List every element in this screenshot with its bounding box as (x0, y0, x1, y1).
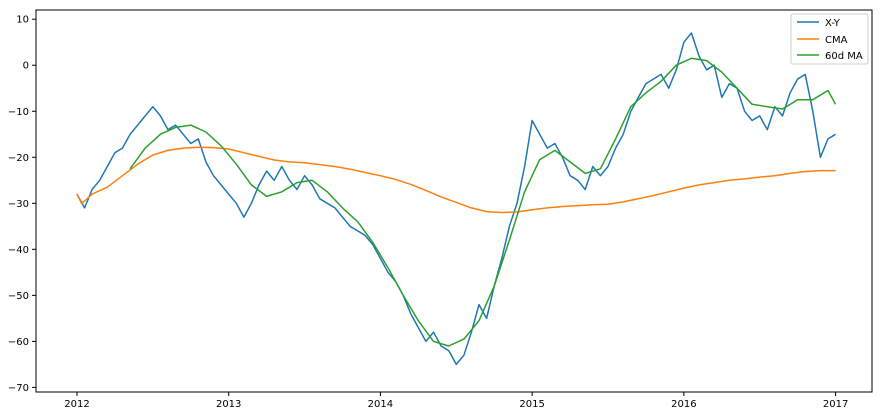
legend-box (790, 13, 869, 65)
y-tick-label: −10 (8, 107, 29, 118)
y-tick-label: −40 (8, 245, 29, 256)
x-tick-label: 2013 (216, 399, 241, 410)
x-tick-label: 2016 (671, 399, 696, 410)
y-tick-label: −30 (8, 199, 29, 210)
y-tick-label: 0 (23, 61, 29, 72)
series-line-x-y (76, 32, 836, 366)
series-line-60d-ma (129, 57, 837, 347)
y-tick-label: −70 (8, 383, 29, 394)
y-tick-label: 10 (16, 15, 29, 26)
y-axis: 10 0 −10 −20 −30 −40 −50 −60 −70 (8, 15, 36, 394)
legend-label-cma: CMA (825, 35, 848, 46)
y-tick-label: −50 (8, 291, 29, 302)
x-tick-label: 2017 (823, 399, 848, 410)
plot-frame (35, 9, 873, 393)
y-tick-label: −20 (8, 153, 29, 164)
legend-label-x-y: X-Y (825, 18, 841, 29)
plot-lines (76, 32, 837, 366)
x-tick-label: 2014 (368, 399, 393, 410)
series-line-cma (76, 146, 836, 214)
x-tick-label: 2012 (64, 399, 89, 410)
x-axis: 2012 2013 2014 2015 2016 2017 (64, 392, 848, 410)
legend-label-60d-ma: 60d MA (825, 51, 863, 62)
x-tick-label: 2015 (519, 399, 544, 410)
y-tick-label: −60 (8, 337, 29, 348)
legend: X-Y CMA 60d MA (790, 13, 869, 65)
